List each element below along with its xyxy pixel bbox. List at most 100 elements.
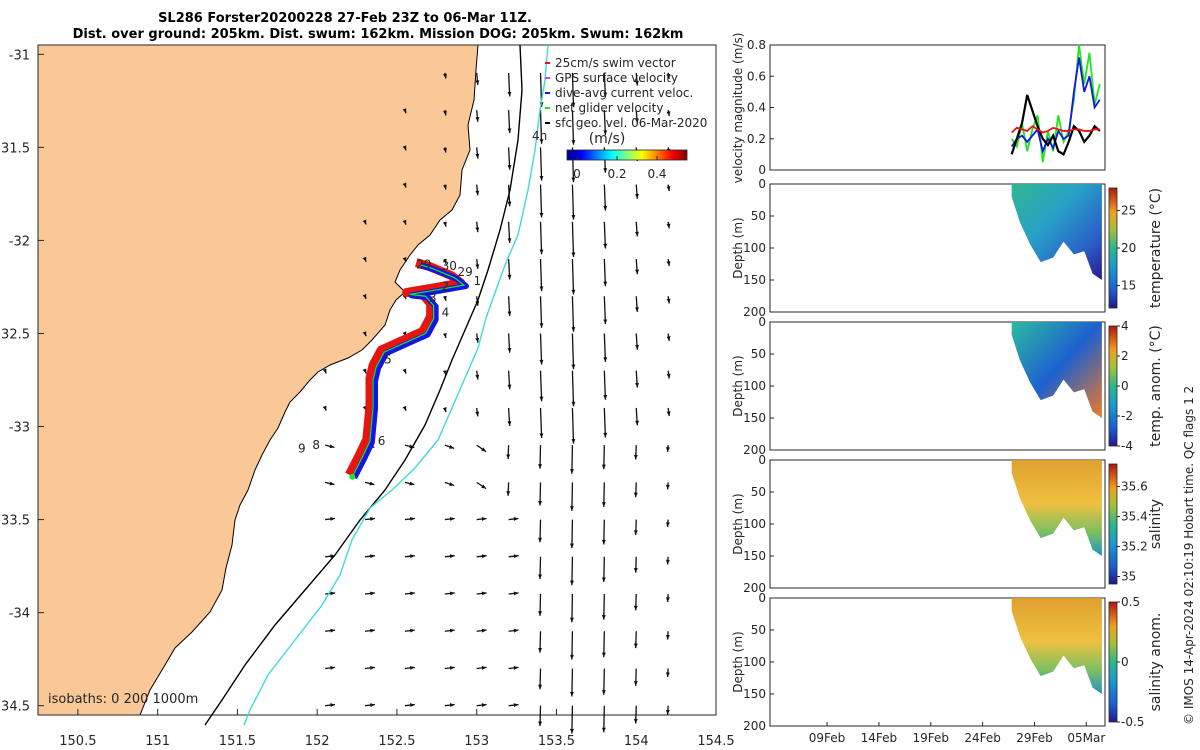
date-tick-label: 09Feb <box>809 731 846 745</box>
map-x-tick-label: 153 <box>464 734 489 749</box>
vector-scale-label: 4h <box>532 129 547 143</box>
velocity-series <box>1010 44 1101 163</box>
velocity-y-ticks: 0 0.2 0.4 0.6 0.8 <box>747 38 774 177</box>
geo-vector-head <box>538 721 543 727</box>
velocity-series-line <box>1010 44 1101 163</box>
geo-vector-head <box>507 384 512 390</box>
day-label: 2 <box>442 280 450 294</box>
geo-vector-head <box>481 628 487 633</box>
geo-vector <box>539 259 543 292</box>
geo-vector <box>603 370 607 400</box>
geo-vector-head <box>449 703 455 708</box>
temperature-panel: 0 50 100 150 200 Depth (m) 15 20 25 temperature (… <box>731 177 1164 319</box>
geo-vector-head <box>475 337 480 343</box>
geo-vector-head <box>538 500 543 506</box>
map-y-tick-label: -34 <box>9 607 30 622</box>
geo-vector-head <box>330 665 336 670</box>
geo-vector <box>539 407 543 439</box>
velocity-y-label: velocity magnitude (m/s) <box>731 33 745 184</box>
speed-colorbar: (m/s) 0 0.2 0.4 <box>566 131 688 181</box>
geo-vector-head <box>475 80 480 86</box>
temp-anomaly-panel: 0 50 100 150 200 Depth (m) -4 -2 0 2 4 temp. anom. … <box>731 315 1164 457</box>
geo-vector-head <box>635 382 639 388</box>
geo-vector <box>571 631 574 660</box>
map-y-tick-label: 33.5 <box>1 514 30 529</box>
geo-vector <box>571 370 575 407</box>
day-label: 29 <box>458 265 473 279</box>
geo-vector-head <box>635 231 639 237</box>
depth-tick-label: 150 <box>743 411 766 425</box>
geo-vector-head <box>603 357 608 362</box>
map-x-tick-label: 154 <box>624 734 649 749</box>
geo-vector-head <box>410 517 415 521</box>
colorbar-tick-label: 15 <box>1121 279 1136 293</box>
day-label: 9 <box>298 442 306 456</box>
geo-vector <box>539 296 543 328</box>
geo-vector-head <box>633 605 638 611</box>
geo-vector-head <box>402 108 407 114</box>
colorbar-tick-label: 2 <box>1121 349 1129 363</box>
geo-vector-head <box>666 336 671 342</box>
depth-tick-label: 0 <box>758 315 766 329</box>
temperature-colorbar <box>1108 187 1118 309</box>
depth-tick-label: 50 <box>751 623 766 637</box>
date-tick-label: 14Feb <box>861 731 898 745</box>
day-label: 30 <box>442 259 457 273</box>
geo-vector-head <box>571 102 576 108</box>
map-legend: 25cm/s swim vector GPS surface velocity … <box>532 56 707 143</box>
map-y-tick-label: 32.5 <box>1 327 30 342</box>
geo-vector-head <box>362 219 367 225</box>
geo-vector <box>571 184 575 220</box>
geo-vector-head <box>513 703 519 708</box>
geo-vector-head <box>475 374 480 380</box>
geo-vector-head <box>513 665 519 670</box>
geo-vector-head <box>666 411 671 417</box>
geo-vector-head <box>539 433 544 439</box>
day-label: 5 <box>384 352 392 366</box>
depth-tick-label: 200 <box>743 305 766 319</box>
geo-vector-head <box>603 395 608 400</box>
geo-vector <box>539 221 543 255</box>
geo-vector-head <box>538 684 543 690</box>
depth-tick-label: 0 <box>758 177 766 191</box>
geo-vector <box>571 110 575 145</box>
geo-vector-head <box>507 421 512 426</box>
velocity-series-line <box>1011 125 1100 134</box>
salinity-anomaly-panel: 0 50 100 150 200 Depth (m) -0.5 0 0.5 salinity an… <box>731 591 1164 733</box>
map-x-ticks: 150.5 151 151.5 152 152.5 153 153.5 154 154.5 <box>59 709 735 749</box>
geo-vector-head <box>571 401 576 407</box>
salinity-colorbar <box>1108 463 1118 585</box>
geo-vector-head <box>601 690 606 695</box>
geo-vector-head <box>601 577 606 583</box>
geo-vector-head <box>507 311 512 317</box>
map-x-tick-label: 152.5 <box>378 734 415 749</box>
geo-vector-head <box>601 615 606 620</box>
geo-vector <box>539 333 543 365</box>
temperature-colorbar-label: temperature (°C) <box>1148 188 1164 308</box>
geo-vector <box>571 407 575 444</box>
colorbar-unit-label: (m/s) <box>589 131 626 147</box>
geo-vector-head <box>442 221 447 227</box>
colorbar-tick-label: 0 <box>573 167 581 181</box>
day-label: 3 <box>429 291 437 305</box>
colorbar-tick-label: 25 <box>1121 204 1136 218</box>
geo-vector-head <box>635 193 639 199</box>
velocity-y-tick-label: 0.2 <box>747 132 766 146</box>
map-x-tick-label: 151 <box>145 734 170 749</box>
colorbar-tick-label: 35.6 <box>1121 480 1148 494</box>
geo-vector-head <box>409 481 415 486</box>
geo-vector-head <box>362 368 367 374</box>
geo-vector-head <box>601 727 606 733</box>
colorbar-tick-label: 35.2 <box>1121 540 1148 554</box>
geo-vector-head <box>362 294 367 300</box>
map-y-tick-label: 31.5 <box>1 141 30 156</box>
geo-vector <box>571 482 574 511</box>
geo-vector-head <box>449 628 455 633</box>
date-tick-label: 19Feb <box>913 731 950 745</box>
depth-tick-label: 100 <box>743 241 766 255</box>
geo-vector-head <box>634 80 639 86</box>
depth-tick-label: 50 <box>751 347 766 361</box>
salinity-anomaly-colorbar-label: salinity anom. <box>1148 613 1164 712</box>
geo-vector-head <box>442 332 447 338</box>
geo-vector-head <box>449 517 455 521</box>
